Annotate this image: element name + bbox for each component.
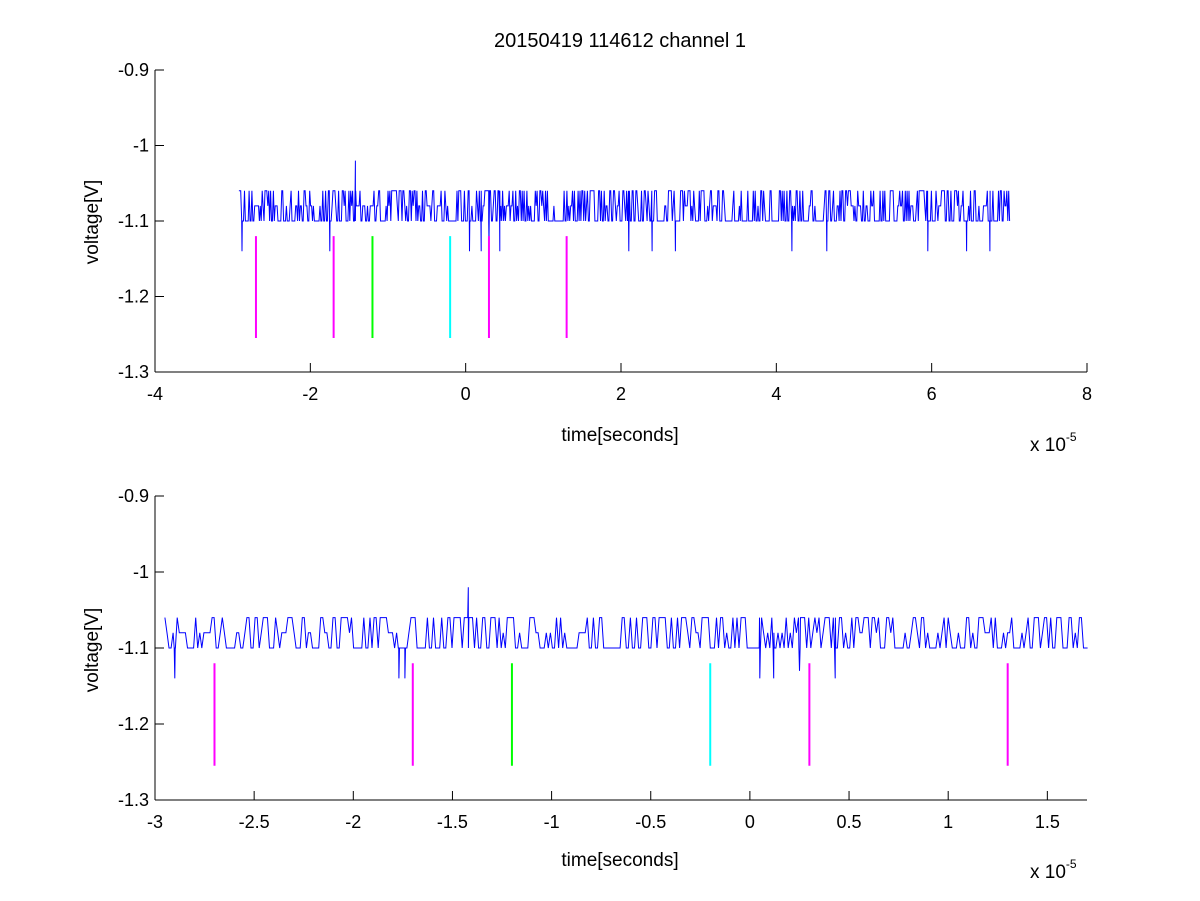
y-tick-label: -1.3 (118, 362, 149, 382)
x-scale-base-top: x 10 (1030, 435, 1066, 456)
x-tick-label: 0.5 (837, 812, 862, 832)
axes-bottom: time[seconds] voltage[V] x 10-5 -3 -2.5 -2… (82, 486, 1088, 883)
x-tick-label: -0.5 (635, 812, 666, 832)
x-scale-exponent-bottom: -5 (1066, 857, 1077, 871)
figure-title: 20150419 114612 channel 1 (494, 30, 746, 52)
x-tick-label: 0 (745, 812, 755, 832)
y-tick-label: -1 (133, 136, 149, 156)
y-tick-label: -0.9 (118, 60, 149, 80)
x-tick-label: -3 (147, 812, 163, 832)
x-scale-base-bottom: x 10 (1030, 862, 1066, 883)
y-tick-label: -1.1 (118, 211, 149, 231)
x-axis-label-bottom: time[seconds] (561, 850, 678, 871)
x-tick-label: 1 (943, 812, 953, 832)
trace-line (238, 160, 1011, 252)
x-tick-label: 1.5 (1035, 812, 1060, 832)
x-scale-factor-top: x 10-5 (1030, 430, 1077, 456)
x-tick-label: 8 (1082, 384, 1092, 404)
x-scale-exponent-top: -5 (1066, 430, 1077, 444)
x-tick-label: -1 (544, 812, 560, 832)
y-tick-label: -1.1 (118, 638, 149, 658)
y-tick-label: -1.2 (118, 287, 149, 307)
x-tick-label: 0 (461, 384, 471, 404)
x-axis-label-top: time[seconds] (561, 425, 678, 446)
y-tick-label: -1.3 (118, 790, 149, 810)
x-tick-label: -2.5 (239, 812, 270, 832)
x-tick-label: 6 (927, 384, 937, 404)
y-tick-label: -1 (133, 562, 149, 582)
y-axis-label-top: voltage[V] (82, 180, 103, 265)
x-tick-label: -2 (345, 812, 361, 832)
y-tick-label: -0.9 (118, 486, 149, 506)
y-tick-label: -1.2 (118, 714, 149, 734)
axes-top: time[seconds] voltage[V] x 10-5 -4 -2 0 2 4 6… (82, 60, 1092, 456)
trace-line (164, 587, 1088, 679)
x-scale-factor-bottom: x 10-5 (1030, 857, 1077, 883)
x-tick-label: 4 (771, 384, 781, 404)
x-tick-label: -1.5 (437, 812, 468, 832)
y-axis-label-bottom: voltage[V] (82, 608, 103, 693)
x-tick-label: -4 (147, 384, 163, 404)
x-tick-label: 2 (616, 384, 626, 404)
x-tick-label: -2 (302, 384, 318, 404)
